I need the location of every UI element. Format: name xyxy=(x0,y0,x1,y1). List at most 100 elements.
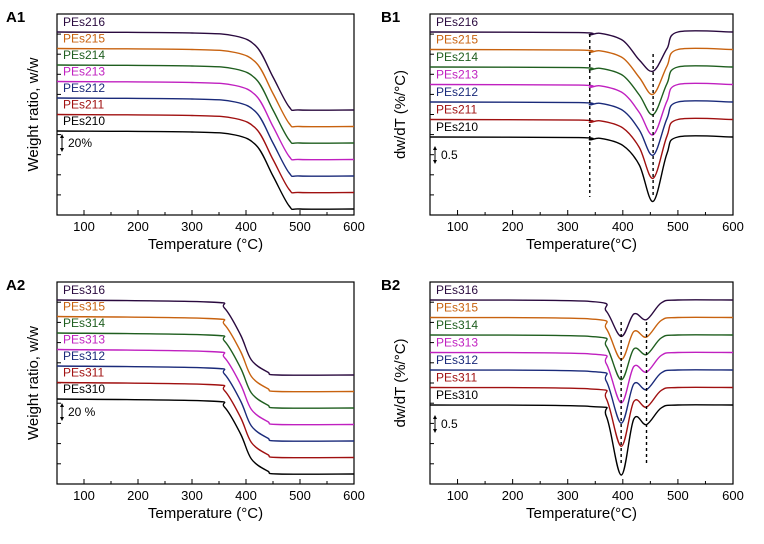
panel-label: B2 xyxy=(381,277,400,294)
series-label: PEs316 xyxy=(436,283,478,297)
x-tick-label: 400 xyxy=(235,488,257,503)
series-label: PEs312 xyxy=(436,353,478,367)
x-tick-label: 500 xyxy=(667,219,689,234)
series-label: PEs313 xyxy=(63,333,105,347)
scale-bar-label: 0.5 xyxy=(441,417,458,431)
scale-bar-arrow-down xyxy=(433,160,437,164)
panel-a2: A2 100 200 300 400 500 600 Temperature (°C) Weig… xyxy=(6,277,365,522)
series-label: PEs313 xyxy=(436,336,478,350)
x-tick-label: 500 xyxy=(289,219,311,234)
x-tick-label: 400 xyxy=(612,488,634,503)
scale-bar-label: 20% xyxy=(68,136,92,150)
series-label: PEs315 xyxy=(436,301,478,315)
series-label: PEs215 xyxy=(63,32,105,46)
series-line xyxy=(429,351,734,404)
x-tick-label: 600 xyxy=(343,219,365,234)
scale-bar-arrow-down xyxy=(60,148,64,152)
series-label: PEs310 xyxy=(436,388,478,402)
series-line xyxy=(56,332,355,409)
x-tick-label: 400 xyxy=(612,219,634,234)
series-label: PEs311 xyxy=(436,371,477,385)
x-tick-label: 400 xyxy=(235,219,257,234)
scale-bar-arrow-up xyxy=(60,134,64,138)
x-tick-label: 300 xyxy=(557,488,579,503)
x-tick-label: 100 xyxy=(73,488,95,503)
scale-bar-label: 20 % xyxy=(68,405,96,419)
series-line xyxy=(56,348,355,426)
panel-a1: A1 100 200 300 400 500 600 Temperature (°C) Weig… xyxy=(6,9,365,253)
scale-bar-arrow-up xyxy=(60,403,64,407)
series-line xyxy=(429,135,734,203)
x-tick-label: 500 xyxy=(667,488,689,503)
y-axis-title: Weight ratio, w/w xyxy=(25,57,42,171)
x-tick-label: 200 xyxy=(127,219,149,234)
scale-bar-label: 0.5 xyxy=(441,148,458,162)
panel-b2: B2 100 200 300 400 500 600 Temperature(°C) dw/dT… xyxy=(381,277,744,522)
scale-bar-arrow-down xyxy=(433,429,437,433)
x-tick-label: 600 xyxy=(722,219,744,234)
series-line xyxy=(56,299,355,376)
x-tick-label: 600 xyxy=(343,488,365,503)
x-tick-label: 300 xyxy=(557,219,579,234)
x-tick-label: 300 xyxy=(181,488,203,503)
series-label: PEs216 xyxy=(63,15,105,29)
x-tick-label: 200 xyxy=(502,488,524,503)
x-tick-label: 500 xyxy=(289,488,311,503)
series-line xyxy=(429,299,734,338)
x-tick-label: 200 xyxy=(502,219,524,234)
series-label: PEs210 xyxy=(63,114,105,128)
x-tick-label: 600 xyxy=(722,488,744,503)
series-line xyxy=(429,47,734,96)
series-label: PEs216 xyxy=(436,15,478,29)
series-line xyxy=(429,404,734,476)
series-label: PEs311 xyxy=(63,366,104,380)
series-label: PEs310 xyxy=(63,382,105,396)
series-line xyxy=(429,369,734,424)
x-axis-title: Temperature(°C) xyxy=(526,505,637,522)
series-line xyxy=(429,316,734,361)
scale-bar-arrow-up xyxy=(433,415,437,419)
x-tick-label: 300 xyxy=(181,219,203,234)
series-label: PEs214 xyxy=(436,50,478,64)
x-axis-title: Temperature(°C) xyxy=(526,236,637,253)
y-axis-title: Weight ratio, w/w xyxy=(25,326,42,440)
series-label: PEs312 xyxy=(63,349,105,363)
series-label: PEs315 xyxy=(63,300,105,314)
y-axis-title: dw/dT (%/°C) xyxy=(392,338,409,427)
series-line xyxy=(56,64,355,145)
panel-b1: B1 100 200 300 400 500 600 Temperature(°C) dw/dT… xyxy=(381,9,744,253)
y-axis-title: dw/dT (%/°C) xyxy=(392,70,409,159)
series-line xyxy=(56,130,355,211)
x-axis-title: Temperature (°C) xyxy=(148,505,263,522)
series-label: PEs215 xyxy=(436,33,478,47)
x-tick-label: 200 xyxy=(127,488,149,503)
series-label: PEs314 xyxy=(436,318,478,332)
x-tick-label: 100 xyxy=(447,488,469,503)
series-line xyxy=(56,47,355,128)
x-tick-label: 100 xyxy=(447,219,469,234)
series-line xyxy=(56,31,355,112)
series-label: PEs210 xyxy=(436,120,478,134)
series-line xyxy=(429,100,734,156)
series-line xyxy=(429,82,734,136)
scale-bar-arrow-down xyxy=(60,417,64,421)
series-line xyxy=(56,113,355,194)
series-line xyxy=(429,30,734,73)
series-line xyxy=(56,315,355,393)
series-label: PEs212 xyxy=(436,85,478,99)
panel-label: A2 xyxy=(6,277,25,294)
series-line xyxy=(56,365,355,442)
series-label: PEs211 xyxy=(63,98,104,112)
x-tick-label: 100 xyxy=(73,219,95,234)
series-line xyxy=(429,117,734,179)
series-label: PEs213 xyxy=(63,65,105,79)
series-label: PEs214 xyxy=(63,48,105,62)
series-line xyxy=(56,80,355,161)
series-line xyxy=(429,65,734,116)
series-line xyxy=(429,386,734,448)
series-line xyxy=(56,398,355,475)
series-line xyxy=(429,334,734,381)
series-label: PEs314 xyxy=(63,316,105,330)
x-axis-title: Temperature (°C) xyxy=(148,236,263,253)
